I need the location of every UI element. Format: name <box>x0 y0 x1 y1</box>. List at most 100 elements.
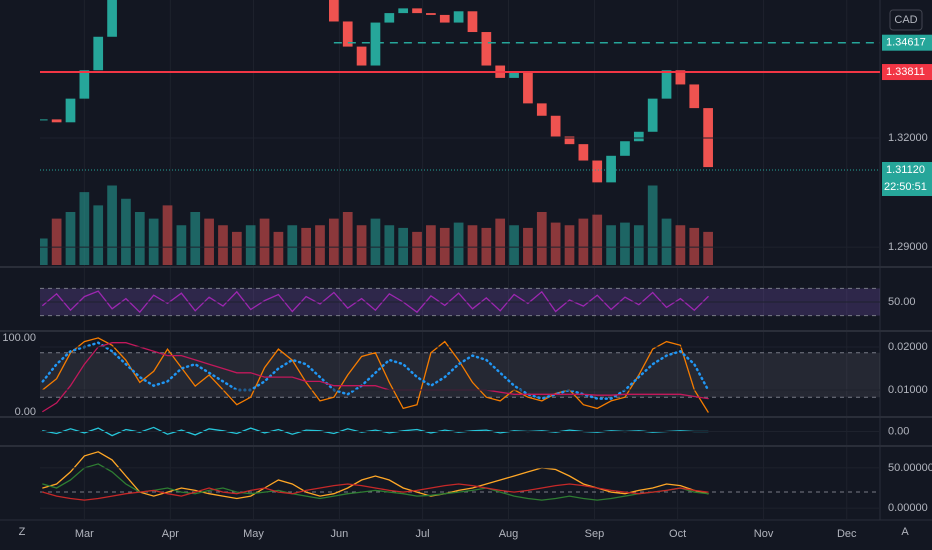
x-tick-label: Dec <box>837 528 857 540</box>
volume-bar <box>134 212 145 265</box>
price-level-label: 1.34617 <box>886 37 926 49</box>
series-line <box>42 483 709 501</box>
volume-bar <box>329 218 339 265</box>
volume-bar <box>398 227 409 265</box>
volume-bar <box>176 225 187 265</box>
y-tick-label: 0.01000 <box>888 384 928 396</box>
y-tick-label: 50.00 <box>888 296 916 308</box>
candle <box>523 72 533 104</box>
x-tick-label: Aug <box>499 528 519 540</box>
volume-bar <box>633 225 644 265</box>
volume-bar <box>218 225 228 265</box>
volume-bar <box>315 225 325 265</box>
volume-bar <box>509 225 519 265</box>
volume-bar <box>287 225 298 265</box>
volume-bar <box>675 225 686 265</box>
x-tick-label: May <box>243 528 264 540</box>
candle <box>509 72 519 78</box>
volume-bar <box>342 212 353 265</box>
last-price-tag <box>882 161 932 196</box>
price-level-tag <box>882 64 932 81</box>
candle <box>79 70 90 99</box>
volume-bar <box>453 222 464 265</box>
volume-bar <box>65 212 76 265</box>
candle <box>93 36 104 71</box>
y-tick-label: 0.00000 <box>888 502 928 514</box>
volume-bar <box>647 185 658 265</box>
volume-bar <box>301 227 311 265</box>
y-tick-label: 0.00 <box>15 406 36 418</box>
series-line <box>42 337 709 413</box>
candle <box>370 22 381 66</box>
x-tick-label: Oct <box>669 528 686 540</box>
candle <box>107 0 117 37</box>
y-tick-label: 0.02000 <box>888 341 928 353</box>
candle <box>592 160 603 183</box>
volume-bar <box>93 205 104 265</box>
candle <box>40 119 48 121</box>
price-level-tag <box>882 34 932 51</box>
candle <box>633 131 644 142</box>
candle <box>329 0 339 22</box>
volume-bar <box>107 185 117 265</box>
volume-bar <box>606 225 616 265</box>
volume-bar <box>245 225 256 265</box>
y-tick-label: 0.00 <box>888 425 909 437</box>
candle <box>606 155 616 183</box>
volume-bar <box>370 218 381 265</box>
volume-bar <box>523 227 533 265</box>
volume-bar <box>467 225 478 265</box>
toolbar-right[interactable]: A <box>901 526 909 538</box>
candle <box>578 144 589 161</box>
volume-bar <box>231 231 242 265</box>
candle <box>453 11 464 23</box>
candle <box>426 13 436 15</box>
volume-bar <box>439 227 450 265</box>
x-tick-label: Nov <box>754 528 774 540</box>
volume-bar <box>79 192 90 265</box>
volume-bar <box>204 218 214 265</box>
y-tick-label: 100.00 <box>2 332 36 344</box>
price-level-label: 1.33811 <box>886 66 925 78</box>
candle <box>65 98 76 123</box>
candle <box>467 11 478 33</box>
candle <box>384 13 395 23</box>
candle <box>439 14 450 23</box>
volume-bar <box>162 205 173 265</box>
candle <box>342 21 353 47</box>
volume-bar <box>190 212 201 265</box>
candle <box>481 32 492 66</box>
candle <box>661 70 672 99</box>
volume-bar <box>40 238 48 265</box>
candle <box>356 46 367 66</box>
volume-bar <box>661 218 672 265</box>
series-line <box>42 342 709 413</box>
x-tick-label: Jul <box>416 528 430 540</box>
volume-bar <box>578 218 589 265</box>
volume-bar <box>148 218 159 265</box>
y-tick-label: 1.29000 <box>888 241 928 253</box>
last-price-label: 1.31120 <box>886 164 925 176</box>
candle <box>412 8 422 14</box>
currency[interactable]: CAD <box>894 14 917 26</box>
series-line <box>42 426 709 437</box>
volume-bar <box>689 227 700 265</box>
x-tick-label: Apr <box>162 528 179 540</box>
volume-bar <box>121 198 131 265</box>
volume-bar <box>564 225 575 265</box>
y-tick-label: 1.32000 <box>888 132 928 144</box>
candle <box>647 98 658 132</box>
candle <box>620 141 630 156</box>
countdown: 22:50:51 <box>884 181 927 193</box>
volume-bar <box>356 225 367 265</box>
volume-bar <box>273 231 284 265</box>
candle <box>689 84 700 109</box>
toolbar-left[interactable]: Z <box>19 526 26 538</box>
x-tick-label: Sep <box>585 528 605 540</box>
volume-bar <box>481 227 492 265</box>
volume-bar <box>259 218 270 265</box>
candle <box>675 70 686 85</box>
candle <box>536 103 547 116</box>
